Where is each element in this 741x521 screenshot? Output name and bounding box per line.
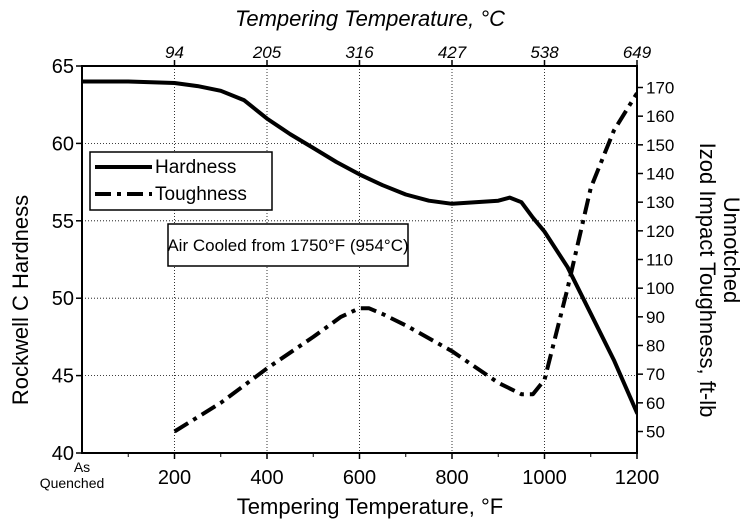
top-tick-label: 316 xyxy=(345,43,374,62)
top-tick-label: 94 xyxy=(165,43,184,62)
y-right-tick-label: 70 xyxy=(646,365,665,384)
legend-box xyxy=(89,151,273,211)
top-tick-label: 205 xyxy=(252,43,282,62)
y-right-tick-label: 130 xyxy=(646,193,674,212)
top-tick-label: 538 xyxy=(530,43,559,62)
y-left-tick-label: 50 xyxy=(52,288,74,310)
y-left-tick-label: 60 xyxy=(52,133,74,155)
legend: Hardness Toughness xyxy=(89,151,273,211)
x-tick-label: 600 xyxy=(343,467,376,489)
top-tick-label: 649 xyxy=(623,43,652,62)
y-right-tick-label: 50 xyxy=(646,423,665,442)
top-tick-label: 427 xyxy=(438,43,467,62)
y-left-tick-label: 40 xyxy=(52,443,74,465)
x-tick-label: 800 xyxy=(435,467,468,489)
left-axis-title: Rockwell C Hardness xyxy=(8,195,33,405)
x-tick-label: 400 xyxy=(250,467,283,489)
y-right-tick-label: 170 xyxy=(646,79,674,98)
right-axis-title: Izod Impact Toughness, ft-lb xyxy=(695,143,720,418)
y-right-tick-label: 150 xyxy=(646,136,674,155)
x-tick-label: 200 xyxy=(158,467,191,489)
y-right-tick-label: 160 xyxy=(646,107,674,126)
top-axis-title: Tempering Temperature, °C xyxy=(235,6,505,31)
x-axis-title: Tempering Temperature, °F xyxy=(237,494,503,519)
annotation-text: Air Cooled from 1750°F (954°C) xyxy=(167,236,408,255)
series-line-hardness xyxy=(82,79,637,415)
axis-ticks xyxy=(76,60,643,459)
y-right-tick-label: 110 xyxy=(646,251,673,270)
series-line-toughness xyxy=(173,92,637,434)
y-left-tick-label: 55 xyxy=(52,211,74,233)
x-tick-label-as-quenched: As xyxy=(74,459,90,475)
annotation: Air Cooled from 1750°F (954°C) xyxy=(167,223,409,267)
x-tick-label: 1000 xyxy=(522,467,567,489)
y-right-tick-label: 80 xyxy=(646,337,665,356)
y-right-tick-label: 120 xyxy=(646,222,674,241)
legend-label-toughness: Toughness xyxy=(155,184,247,205)
y-right-tick-label: 100 xyxy=(646,279,674,298)
x-tick-label-quenched: Quenched xyxy=(40,475,105,491)
x-tick-label: 1200 xyxy=(615,467,660,489)
y-right-tick-label: 90 xyxy=(646,308,665,327)
right-axis-title-secondary: Unnotched xyxy=(719,197,741,303)
y-right-tick-label: 140 xyxy=(646,165,674,184)
y-left-tick-label: 65 xyxy=(52,56,74,78)
annotation-box xyxy=(167,223,409,267)
legend-label-hardness: Hardness xyxy=(155,157,236,178)
y-right-tick-label: 60 xyxy=(646,394,665,413)
y-left-tick-label: 45 xyxy=(52,366,74,388)
